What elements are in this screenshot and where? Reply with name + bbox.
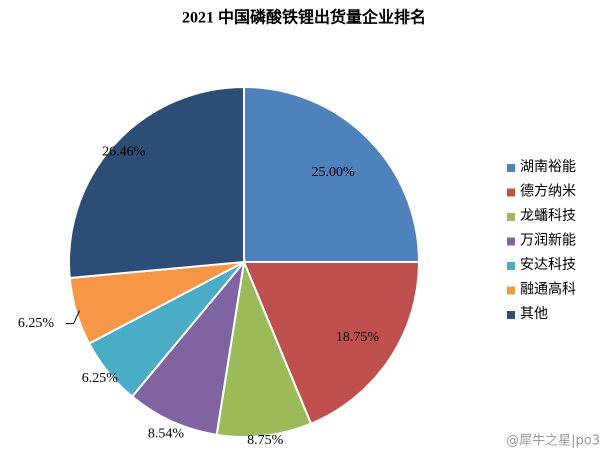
data-label: 8.75%: [247, 433, 284, 448]
pie-slice: [243, 85, 421, 263]
legend-swatch: [507, 164, 515, 172]
legend-label: 湖南裕能: [520, 159, 576, 175]
legend-label: 龙蟠科技: [520, 208, 576, 224]
data-label: 25.00%: [312, 165, 356, 180]
watermark: @犀牛之星|po3: [506, 434, 600, 449]
legend-label: 德方纳米: [520, 184, 576, 200]
pie-slice: [242, 261, 421, 425]
data-label: 6.25%: [18, 316, 55, 331]
pie-slice: [68, 85, 245, 280]
data-label: 18.75%: [336, 330, 380, 345]
legend-swatch: [507, 213, 515, 221]
data-label: 26.46%: [102, 145, 146, 160]
legend-swatch: [507, 311, 515, 319]
data-label: 6.25%: [82, 371, 119, 386]
leader-line: [65, 310, 81, 325]
chart-title: 2021 中国磷酸铁锂出货量企业排名: [182, 8, 426, 27]
legend-label: 万润新能: [520, 233, 576, 249]
legend-label: 其他: [520, 306, 548, 322]
pie-slice: [215, 258, 313, 438]
legend-swatch: [507, 262, 515, 270]
legend-swatch: [507, 188, 515, 197]
legend-swatch: [507, 286, 515, 295]
legend-swatch: [507, 237, 515, 246]
legend-label: 融通高科: [520, 281, 576, 298]
legend-label: 安达科技: [520, 257, 576, 273]
data-label: 8.54%: [148, 426, 185, 441]
pie-slice: [130, 258, 246, 436]
